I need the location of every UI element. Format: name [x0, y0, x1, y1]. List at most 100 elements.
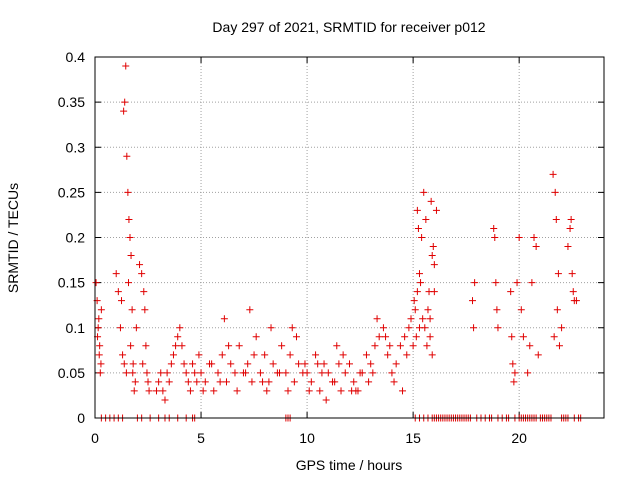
data-point [143, 369, 151, 377]
data-point [95, 315, 103, 323]
data-point [125, 279, 133, 287]
data-point [201, 378, 209, 386]
data-point [128, 306, 136, 314]
data-point [422, 215, 430, 223]
data-point [322, 396, 330, 404]
data-point [184, 378, 192, 386]
data-point [127, 252, 135, 260]
data-point [373, 315, 381, 323]
data-point [411, 306, 419, 314]
data-point [405, 324, 413, 332]
data-point [346, 360, 353, 368]
data-point [507, 288, 515, 296]
data-point [388, 369, 396, 377]
data-point [415, 270, 423, 278]
data-point [94, 324, 102, 332]
data-point [118, 297, 126, 305]
data-point [419, 315, 427, 323]
data-point [554, 270, 562, 278]
data-point [341, 369, 349, 377]
data-point [191, 369, 199, 377]
y-tick-label: 0.25 [58, 184, 85, 200]
data-point [386, 342, 394, 350]
data-point [420, 188, 428, 196]
data-point [553, 306, 561, 314]
data-point [208, 360, 216, 368]
data-point [140, 288, 148, 296]
data-point [549, 170, 557, 178]
data-point [492, 279, 500, 287]
data-point [153, 387, 161, 395]
data-point [129, 369, 137, 377]
data-point [97, 306, 105, 314]
data-point [286, 351, 294, 359]
data-point [132, 324, 140, 332]
x-tick-label: 10 [299, 430, 315, 446]
data-point [384, 351, 392, 359]
data-point [125, 215, 133, 223]
data-point [510, 378, 518, 386]
data-point [493, 306, 501, 314]
data-point [469, 297, 477, 305]
data-point [568, 270, 576, 278]
data-point [424, 306, 432, 314]
data-point [246, 306, 254, 314]
data-point [129, 360, 137, 368]
data-point [399, 387, 407, 395]
data-point [127, 342, 135, 350]
data-point [136, 261, 144, 269]
data-point [412, 333, 420, 341]
data-point [470, 324, 478, 332]
data-point [178, 342, 186, 350]
data-point [423, 342, 431, 350]
data-point [301, 360, 309, 368]
data-point [550, 333, 558, 341]
data-point [278, 342, 286, 350]
data-point [138, 270, 146, 278]
data-point [112, 270, 120, 278]
data-point [403, 351, 411, 359]
data-point [428, 252, 436, 260]
data-point [144, 378, 152, 386]
data-point [365, 378, 373, 386]
y-tick-label: 0.2 [66, 230, 86, 246]
data-point [526, 342, 534, 350]
data-point [265, 378, 273, 386]
data-point [519, 333, 527, 341]
data-point [530, 234, 538, 241]
data-point [235, 342, 243, 350]
data-point [569, 288, 577, 296]
data-point [227, 360, 235, 368]
axis-ticks: 0 0.05 0.1 0.15 0.2 0.25 0.3 0.35 0.4 0 5 10 15 20 [58, 49, 604, 446]
data-point [139, 360, 147, 368]
data-point [295, 360, 303, 368]
data-point [97, 360, 105, 368]
data-point [96, 342, 104, 350]
data-point [572, 297, 580, 305]
data-point [159, 387, 167, 395]
data-point [141, 306, 149, 314]
data-point [337, 387, 345, 395]
data-point [367, 360, 375, 368]
data-point [566, 224, 574, 232]
data-point [124, 188, 132, 196]
data-point [564, 243, 572, 251]
data-point [494, 324, 502, 332]
data-point [352, 387, 360, 395]
data-point [123, 152, 131, 160]
plot-frame [94, 56, 605, 419]
data-point [430, 288, 438, 296]
data-point [130, 387, 138, 395]
data-point [428, 351, 436, 359]
y-tick-label: 0.4 [66, 49, 86, 65]
data-point [161, 396, 169, 404]
data-point [418, 234, 426, 241]
data-point [165, 378, 173, 386]
data-point [167, 360, 175, 368]
data-point [396, 342, 404, 350]
data-point [174, 333, 182, 341]
data-point [390, 378, 398, 386]
data-point [263, 387, 271, 395]
y-tick-label: 0 [77, 410, 85, 426]
